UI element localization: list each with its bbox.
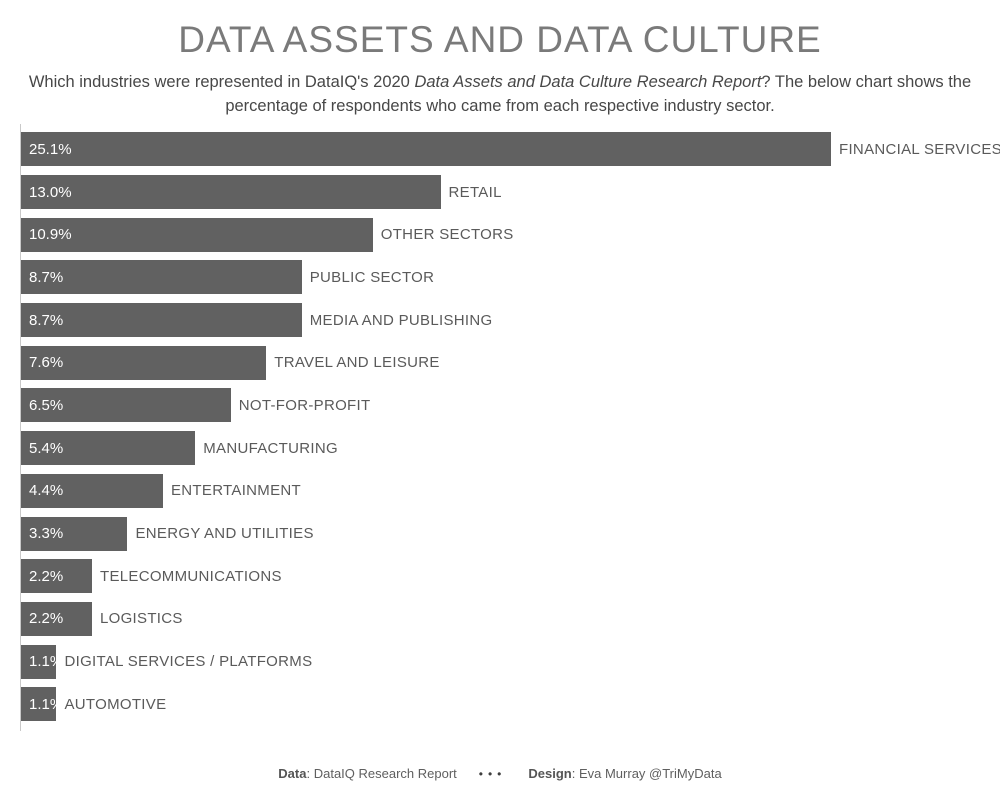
bar-row: 6.5% NOT-FOR-PROFIT (21, 384, 991, 427)
data-credit-label: Data (278, 766, 307, 781)
bar-row: 8.7% MEDIA AND PUBLISHING (21, 299, 991, 342)
bar-value-label: 10.9% (29, 226, 72, 244)
bar-row: 2.2% LOGISTICS (21, 598, 991, 641)
bar: 2.2% (21, 601, 92, 636)
bar-value-label: 1.1% (29, 695, 64, 713)
bar-value-label: 4.4% (29, 482, 64, 500)
bar-category-label: DIGITAL SERVICES / PLATFORMS (64, 653, 313, 671)
bar-row: 13.0% RETAIL (21, 171, 991, 214)
bar-category-label: ENTERTAINMENT (170, 482, 301, 500)
bar-value-label: 2.2% (29, 567, 64, 585)
subtitle-text-italic: Data Assets and Data Culture Research Re… (414, 72, 762, 91)
bar-row: 1.1% AUTOMOTIVE (21, 683, 991, 726)
bar: 4.4% (21, 473, 163, 508)
design-credit-label: Design (528, 766, 572, 781)
bar-category-label: FINANCIAL SERVICES (839, 140, 1000, 158)
bar: 1.1% (21, 687, 63, 722)
bar-row: 1.1% DIGITAL SERVICES / PLATFORMS (21, 640, 991, 683)
bar-value-label: 2.2% (29, 610, 64, 628)
bar-category-label: PUBLIC SECTOR (309, 268, 435, 286)
bar-category-label: TRAVEL AND LEISURE (274, 354, 440, 372)
bar-value-label: 3.3% (29, 525, 64, 543)
bar-category-label: AUTOMOTIVE (64, 695, 167, 713)
bar-row: 3.3% ENERGY AND UTILITIES (21, 512, 991, 555)
chart-subtitle: Which industries were represented in Dat… (24, 71, 976, 119)
bar-category-label: NOT-FOR-PROFIT (238, 396, 371, 414)
bar-value-label: 1.1% (29, 653, 64, 671)
bar-category-label: OTHER SECTORS (380, 226, 514, 244)
bar: 2.2% (21, 559, 92, 594)
bar-row: 2.2% TELECOMMUNICATIONS (21, 555, 991, 598)
bar-value-label: 5.4% (29, 439, 64, 457)
bar-row: 25.1% FINANCIAL SERVICES (21, 128, 1000, 171)
bar-row: 5.4% MANUFACTURING (21, 427, 991, 470)
bar: 25.1% (21, 132, 831, 167)
bar: 1.1% (21, 644, 63, 679)
bar-row: 10.9% OTHER SECTORS (21, 213, 991, 256)
bar-row: 4.4% ENTERTAINMENT (21, 470, 991, 513)
bar-value-label: 7.6% (29, 354, 64, 372)
dots-separator-icon: ••• (478, 766, 507, 781)
bar: 8.7% (21, 303, 302, 338)
bar: 10.9% (21, 217, 373, 252)
data-credit: Data: DataIQ Research Report (278, 766, 456, 781)
data-credit-text: : DataIQ Research Report (306, 766, 457, 781)
bar: 13.0% (21, 175, 441, 210)
bar-value-label: 8.7% (29, 268, 64, 286)
bar: 8.7% (21, 260, 302, 295)
bar-value-label: 25.1% (29, 140, 72, 158)
bar-category-label: MANUFACTURING (203, 439, 338, 457)
bar: 7.6% (21, 345, 267, 380)
bar: 5.4% (21, 431, 196, 466)
bar-chart: 25.1% FINANCIAL SERVICES 13.0% RETAIL 10.9% O… (20, 124, 1000, 731)
bar-category-label: ENERGY AND UTILITIES (135, 525, 314, 543)
bar-row: 7.6% TRAVEL AND LEISURE (21, 341, 991, 384)
bar-row: 8.7% PUBLIC SECTOR (21, 256, 991, 299)
design-credit-text: : Eva Murray @TriMyData (571, 766, 722, 781)
bar-category-label: TELECOMMUNICATIONS (99, 567, 282, 585)
page-title: DATA ASSETS AND DATA CULTURE (178, 19, 822, 60)
chart-footer: Data: DataIQ Research Report ••• Design:… (0, 766, 1000, 781)
bar-value-label: 8.7% (29, 311, 64, 329)
bar-category-label: LOGISTICS (99, 610, 183, 628)
bar: 3.3% (21, 516, 128, 551)
design-credit: Design: Eva Murray @TriMyData (528, 766, 721, 781)
bar-value-label: 6.5% (29, 396, 64, 414)
bar-value-label: 13.0% (29, 183, 72, 201)
subtitle-text-pre: Which industries were represented in Dat… (28, 72, 415, 91)
subtitle-text-post: ? The below chart shows the percentage o… (225, 72, 972, 115)
bar-category-label: MEDIA AND PUBLISHING (309, 311, 493, 329)
bar-category-label: RETAIL (448, 183, 502, 201)
bar: 6.5% (21, 388, 231, 423)
